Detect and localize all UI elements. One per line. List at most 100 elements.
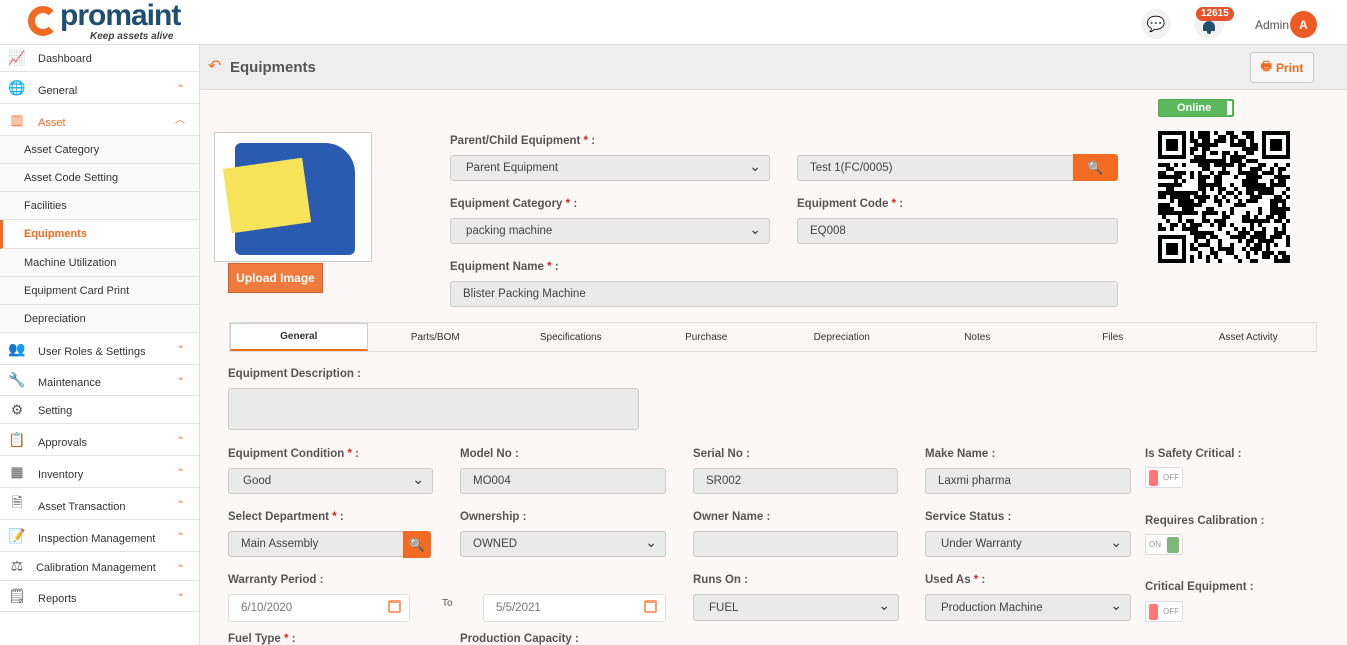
tab-general[interactable]: General [230,323,368,351]
critical-equipment-toggle[interactable]: OFF [1145,601,1183,622]
description-textarea[interactable] [228,388,639,430]
sidebar-subitem-equipment-card-print[interactable]: Equipment Card Print [0,277,199,305]
globe-icon: 🌐 [8,79,26,95]
sidebar-subitem-machine-utilization[interactable]: Machine Utilization [0,249,199,277]
logo-gear-icon [28,6,58,36]
sidebar-subitem-depreciation[interactable]: Depreciation [0,305,199,333]
approval-icon: 📋 [8,431,26,447]
tab-bar: General Parts/BOM Specifications Purchas… [229,322,1317,352]
used-as-select[interactable]: Production Machine [925,594,1131,621]
transaction-icon: 🗎 [11,493,23,510]
inventory-icon: ▦ [10,463,24,479]
make-input[interactable]: Laxmi pharma [925,468,1131,494]
sidebar-subitem-asset-code-setting[interactable]: Asset Code Setting [0,164,199,192]
owner-name-label: Owner Name : [693,511,771,523]
calendar-icon[interactable] [388,600,401,613]
name-input[interactable]: Blister Packing Machine [450,281,1118,307]
code-input[interactable]: EQ008 [797,218,1118,244]
owner-name-input[interactable] [693,531,898,557]
used-as-label: Used As * : [925,574,986,586]
warranty-label: Warranty Period : [228,574,324,586]
chevron-down-icon: ⌄ [176,372,185,383]
safety-critical-toggle[interactable]: OFF [1145,467,1183,488]
chevron-down-icon: ⌄ [176,495,185,506]
runs-on-select[interactable]: FUEL [693,594,899,621]
parent-child-label: Parent/Child Equipment * : [450,135,596,147]
code-label: Equipment Code * : [797,198,904,210]
logo-tagline: Keep assets alive [90,31,174,42]
tab-notes[interactable]: Notes [964,331,991,343]
department-label: Select Department * : [228,511,344,523]
top-header: promaint Keep assets alive 💬 12615 Admin… [0,0,1347,45]
online-toggle[interactable]: Online [1158,99,1234,117]
warranty-from-input[interactable]: 6/10/2020 [228,594,410,622]
sidebar-item-calibration[interactable]: ⚖ Calibration Management ⌄ [0,552,199,581]
sidebar-item-general[interactable]: 🌐 General ⌄ [0,72,199,104]
tab-parts-bom[interactable]: Parts/BOM [410,331,460,343]
sidebar-item-reports[interactable]: 🗒 Reports ⌄ [0,581,199,612]
chart-icon: 📈 [8,49,26,66]
service-status-select[interactable]: Under Warranty [925,531,1131,557]
chevron-down-icon: ⌄ [176,340,185,351]
sidebar-item-asset[interactable]: ▥ Asset ︿ [0,104,199,136]
condition-select[interactable]: Good [228,468,433,494]
calendar-icon[interactable] [644,600,657,613]
department-search-button[interactable]: 🔍 [403,531,431,558]
sidebar-subitem-equipments[interactable]: Equipments [0,220,199,249]
runs-on-label: Runs On : [693,574,748,586]
user-name[interactable]: Admin [1255,18,1290,32]
calibration-toggle[interactable]: ON [1145,534,1183,555]
sidebar-item-setting[interactable]: ⚙ Setting [0,396,199,424]
department-input[interactable]: Main Assembly [228,531,404,557]
tab-depreciation[interactable]: Depreciation [813,331,870,343]
chevron-down-icon: ⌄ [176,527,185,538]
serial-label: Serial No : [693,448,750,460]
printer-icon: 🖶 [1260,59,1272,73]
search-icon: 🔍 [408,536,426,552]
print-button[interactable]: 🖶 Print [1250,52,1314,83]
scale-icon: ⚖ [10,557,24,574]
tab-purchase[interactable]: Purchase [685,331,728,343]
condition-label: Equipment Condition * : [228,448,359,460]
tab-asset-activity[interactable]: Asset Activity [1218,331,1278,343]
search-button[interactable]: 🔍 [1073,154,1118,181]
chevron-down-icon: ⌄ [176,79,185,90]
sidebar-item-dashboard[interactable]: 📈 Dashboard [0,45,199,72]
users-gear-icon: 👥 [8,340,26,356]
back-icon[interactable]: ↶ [208,58,222,75]
inspection-icon: 📝 [8,527,26,543]
safety-critical-label: Is Safety Critical : [1145,448,1242,460]
upload-image-button[interactable]: Upload Image [228,263,323,293]
warranty-to-input[interactable]: 5/5/2021 [483,594,666,622]
sidebar-item-inspection[interactable]: 📝 Inspection Management ⌄ [0,520,199,552]
calibration-label: Requires Calibration : [1145,515,1265,527]
sidebar-item-asset-transaction[interactable]: 🗎 Asset Transaction ⌄ [0,488,199,520]
sidebar: 📈 Dashboard 🌐 General ⌄ ▥ Asset ︿ Asset Categ… [0,45,200,645]
avatar[interactable]: A [1290,11,1317,38]
sidebar-item-maintenance[interactable]: 🔧 Maintenance ⌄ [0,365,199,396]
sidebar-subitem-asset-category[interactable]: Asset Category [0,136,199,164]
tab-files[interactable]: Files [1102,331,1124,343]
description-label: Equipment Description : [228,368,361,380]
parent-child-select[interactable]: Parent Equipment [450,155,770,181]
tab-specifications[interactable]: Specifications [539,331,602,343]
wrench-icon: 🔧 [8,371,26,388]
chevron-up-icon: ︿ [175,115,185,126]
logo[interactable]: promaint [60,0,181,32]
serial-input[interactable]: SR002 [693,468,898,494]
to-label: To [442,598,453,609]
sidebar-item-user-roles[interactable]: 👥 User Roles & Settings ⌄ [0,333,199,365]
make-label: Make Name : [925,448,996,460]
model-input[interactable]: MO004 [460,468,666,494]
category-label: Equipment Category * : [450,198,578,210]
chat-icon[interactable]: 💬 [1141,9,1171,39]
notification-badge: 12615 [1196,7,1234,21]
sidebar-item-approvals[interactable]: 📋 Approvals ⌄ [0,424,199,456]
sidebar-item-inventory[interactable]: ▦ Inventory ⌄ [0,456,199,488]
sidebar-subitem-facilities[interactable]: Facilities [0,192,199,220]
ownership-label: Ownership : [460,511,527,523]
parent-equipment-input[interactable]: Test 1(FC/0005) [797,155,1074,181]
search-icon: 🔍 [1087,159,1104,175]
ownership-select[interactable]: OWNED [460,531,666,557]
category-select[interactable]: packing machine [450,218,770,244]
